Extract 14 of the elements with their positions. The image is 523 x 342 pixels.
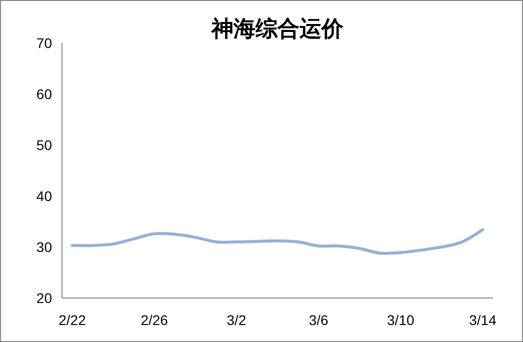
- x-tick-label: 3/10: [387, 312, 414, 328]
- x-tick-label: 2/22: [58, 312, 86, 328]
- line-series: [70, 228, 484, 255]
- y-tick-label: 30: [36, 239, 52, 255]
- x-tick-label: 2/26: [140, 312, 168, 328]
- x-tick-label: 3/14: [469, 312, 497, 328]
- y-tick-label: 60: [36, 86, 52, 102]
- y-tick-label: 20: [36, 290, 52, 306]
- chart-title: 神海综合运价: [210, 16, 344, 41]
- x-tick-label: 3/2: [226, 312, 246, 328]
- y-tick-label: 70: [36, 35, 52, 51]
- y-tick-label: 50: [36, 137, 52, 153]
- y-tick-label: 40: [36, 188, 52, 204]
- x-tick-label: 3/6: [308, 312, 328, 328]
